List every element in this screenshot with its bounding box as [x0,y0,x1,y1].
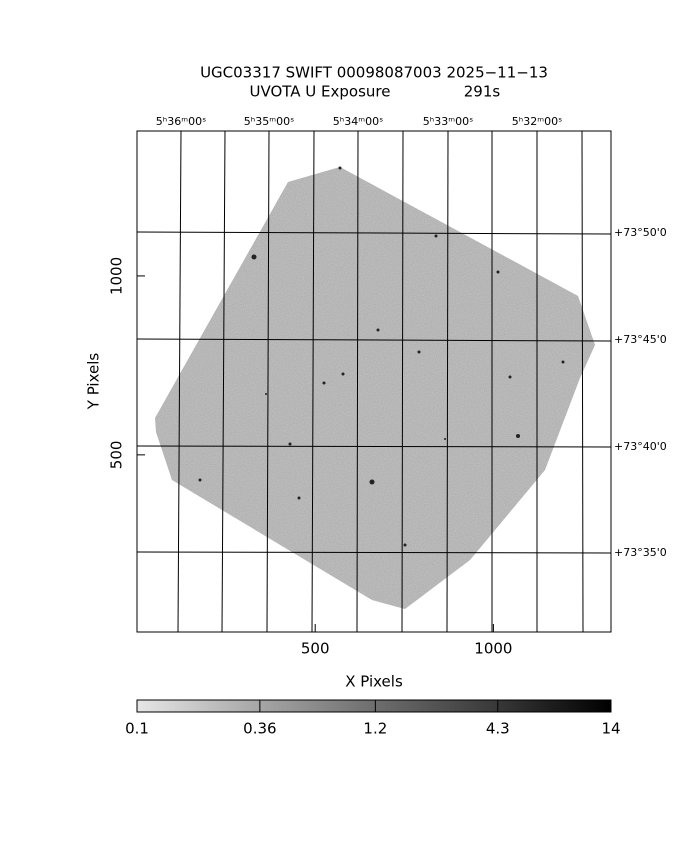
dec-label: +73°35'0 [614,546,667,559]
x-axis-label: X Pixels [345,673,403,691]
colorbar-tick-label: 0.36 [243,720,276,738]
exposure: 291s [464,83,501,101]
subtitle: UVOTA U Exposure [250,83,391,101]
y-tick-label: 1000 [108,257,126,295]
ra-label: 5ʰ35ᵐ00ˢ [244,115,294,128]
x-tick-label: 500 [301,640,330,658]
ra-label: 5ʰ33ᵐ00ˢ [423,115,473,128]
stars [198,166,565,547]
dec-label: +73°50'0 [614,226,667,239]
ra-label: 5ʰ32ᵐ00ˢ [512,115,562,128]
coordinate-grid [136,130,612,633]
colorbar-tick-label: 4.3 [486,720,510,738]
sky-image [155,167,595,609]
dec-label: +73°45'0 [614,333,667,346]
colorbar [136,699,612,713]
y-axis-label: Y Pixels [85,353,103,411]
title: UGC03317 SWIFT 00098087003 2025−11−13 [200,64,548,82]
y-tick-label: 500 [108,441,126,470]
ra-label: 5ʰ36ᵐ00ˢ [156,115,206,128]
colorbar-tick-label: 14 [601,720,620,738]
x-tick-label: 1000 [474,640,512,658]
plot-frame [136,130,612,633]
dec-label: +73°40'0 [614,440,667,453]
colorbar-tick-label: 1.2 [363,720,387,738]
colorbar-tick-label: 0.1 [125,720,149,738]
ra-label: 5ʰ34ᵐ00ˢ [333,115,383,128]
